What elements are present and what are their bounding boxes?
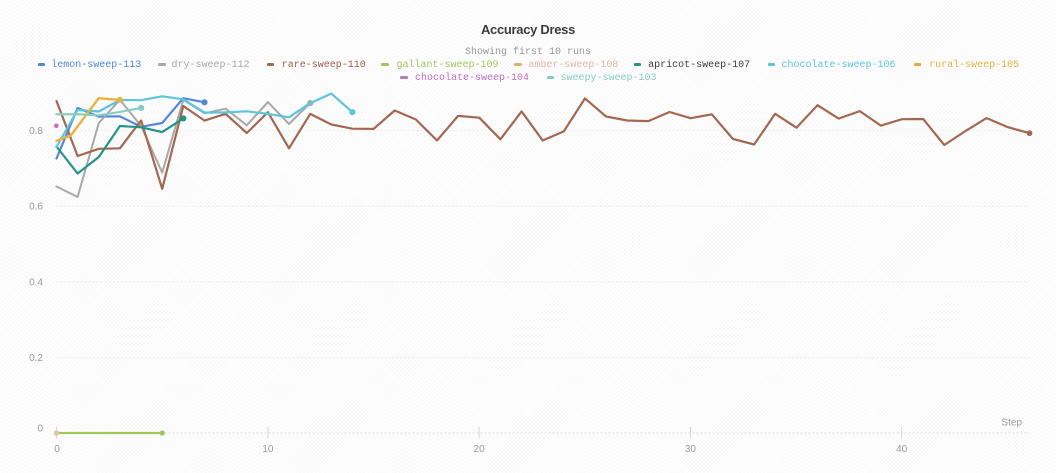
svg-text:Step: Step bbox=[1001, 418, 1022, 429]
svg-text:10: 10 bbox=[262, 444, 274, 455]
svg-text:20: 20 bbox=[474, 444, 486, 455]
svg-text:0.4: 0.4 bbox=[29, 277, 43, 288]
svg-text:40: 40 bbox=[896, 444, 908, 455]
svg-text:0: 0 bbox=[54, 444, 60, 455]
svg-text:0.6: 0.6 bbox=[29, 202, 43, 213]
svg-text:0.8: 0.8 bbox=[29, 126, 43, 137]
svg-text:0.2: 0.2 bbox=[29, 353, 43, 364]
svg-text:30: 30 bbox=[685, 444, 697, 455]
svg-text:0: 0 bbox=[37, 424, 43, 435]
